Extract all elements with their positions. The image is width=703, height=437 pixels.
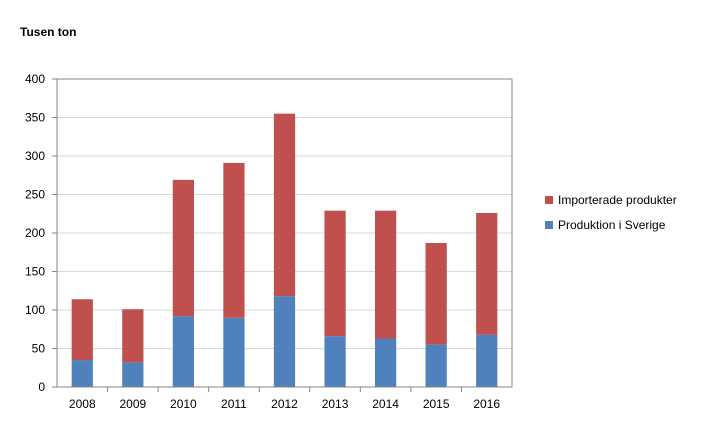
x-tick-label: 2016 [473, 397, 500, 411]
y-tick-label: 300 [25, 149, 45, 163]
y-tick-label: 50 [32, 342, 46, 356]
y-tick-labels: 0 50 100 150 200 250 300 350 400 [25, 72, 45, 394]
x-tick-label: 2009 [119, 397, 146, 411]
bar-produktion-2015 [425, 344, 447, 387]
legend-swatch [545, 221, 553, 229]
bar-importerade-2011 [223, 162, 245, 318]
x-tick-labels: 2008 2009 2010 2011 2012 2013 2014 2015 2016 [69, 397, 500, 411]
y-tick-label: 100 [25, 303, 45, 317]
bar-importerade-2013 [324, 210, 346, 337]
axes [52, 78, 513, 392]
bar-importerade-2016 [476, 212, 498, 335]
bar-importerade-2009 [122, 309, 144, 363]
y-tick-label: 200 [25, 226, 45, 240]
bar-importerade-2014 [374, 210, 397, 339]
legend-label: Importerade produkter [558, 193, 677, 207]
x-tick-label: 2015 [423, 397, 450, 411]
y-tick-label: 400 [25, 72, 45, 86]
x-tick-label: 2011 [221, 397, 247, 411]
bar-importerade-2015 [425, 243, 447, 345]
bar-produktion-2008 [71, 360, 93, 387]
bar-produktion-2011 [223, 317, 245, 387]
x-tick-label: 2013 [322, 397, 349, 411]
bar-produktion-2010 [172, 316, 195, 387]
bars [71, 113, 498, 387]
y-tick-label: 0 [38, 380, 45, 394]
legend: Importerade produkter Produktion i Sverig… [545, 193, 677, 232]
bar-importerade-2008 [71, 299, 93, 361]
x-tick-label: 2008 [69, 397, 96, 411]
bar-produktion-2014 [374, 338, 397, 387]
bar-produktion-2012 [273, 296, 296, 387]
bar-produktion-2009 [122, 362, 144, 387]
bar-produktion-2016 [476, 334, 498, 387]
y-tick-label: 150 [25, 265, 45, 279]
x-tick-label: 2012 [271, 397, 298, 411]
y-tick-label: 250 [25, 188, 45, 202]
legend-swatch [545, 196, 553, 204]
bar-produktion-2013 [324, 336, 346, 387]
y-tick-label: 350 [25, 111, 45, 125]
bar-importerade-2010 [172, 179, 195, 317]
y-axis-label: Tusen ton [20, 25, 76, 39]
legend-label: Produktion i Sverige [558, 218, 666, 232]
x-tick-label: 2010 [170, 397, 197, 411]
x-tick-label: 2014 [372, 397, 399, 411]
plot-area-border [56, 78, 513, 388]
bar-importerade-2012 [273, 113, 296, 297]
